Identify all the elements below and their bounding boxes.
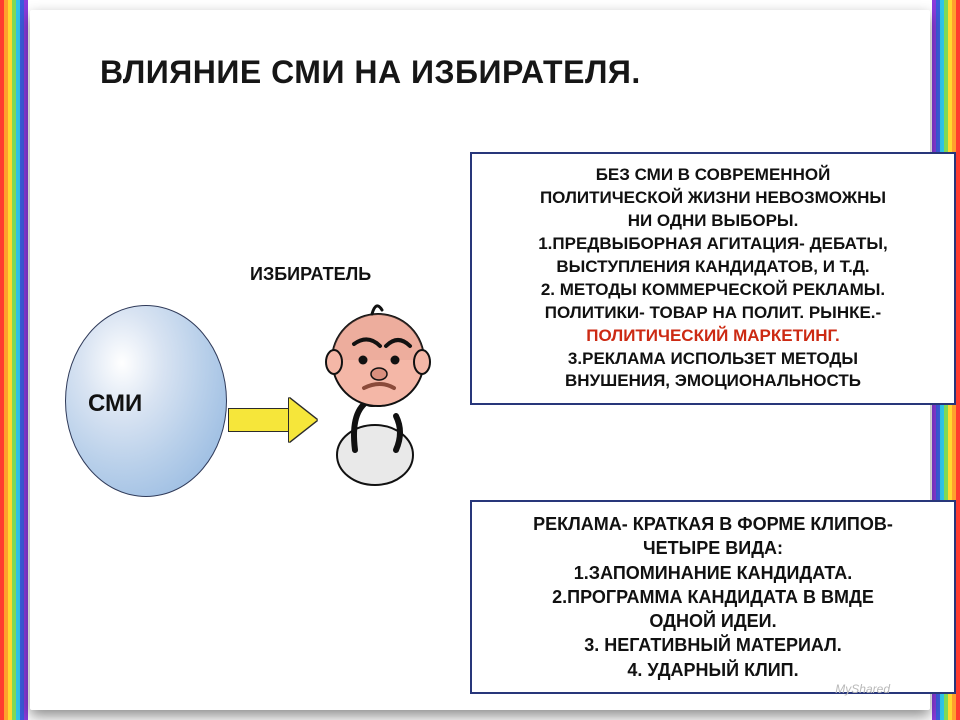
box2-line: 4. УДАРНЫЙ КЛИП. <box>488 658 938 682</box>
box1-line: ПОЛИТИЧЕСКОЙ ЖИЗНИ НЕВОЗМОЖНЫ <box>488 187 938 210</box>
box1-emphasis: ПОЛИТИЧЕСКИЙ МАРКЕТИНГ. <box>488 325 938 348</box>
info-box-bottom: РЕКЛАМА- КРАТКАЯ В ФОРМЕ КЛИПОВ- ЧЕТЫРЕ … <box>470 500 956 694</box>
box2-line: 2.ПРОГРАММА КАНДИДАТА В ВМДЕ <box>488 585 938 609</box>
box1-line: ВЫСТУПЛЕНИЯ КАНДИДАТОВ, И Т.Д. <box>488 256 938 279</box>
smi-label: СМИ <box>88 390 142 418</box>
box2-line: ЧЕТЫРЕ ВИДА: <box>488 536 938 560</box>
watermark: MyShared <box>835 682 890 696</box>
box1-line: БЕЗ СМИ В СОВРЕМЕННОЙ <box>488 164 938 187</box>
page-title: ВЛИЯНИЕ СМИ НА ИЗБИРАТЕЛЯ. <box>100 54 641 91</box>
box1-line: 1.ПРЕДВЫБОРНАЯ АГИТАЦИЯ- ДЕБАТЫ, <box>488 233 938 256</box>
box1-line: ПОЛИТИКИ- ТОВАР НА ПОЛИТ. РЫНКЕ.- <box>488 302 938 325</box>
info-box-top: БЕЗ СМИ В СОВРЕМЕННОЙ ПОЛИТИЧЕСКОЙ ЖИЗНИ… <box>470 152 956 405</box>
voter-cartoon <box>300 290 450 490</box>
box1-line: 3.РЕКЛАМА ИСПОЛЬЗЕТ МЕТОДЫ <box>488 348 938 371</box>
box2-line: 3. НЕГАТИВНЫЙ МАТЕРИАЛ. <box>488 633 938 657</box>
slide-frame: ВЛИЯНИЕ СМИ НА ИЗБИРАТЕЛЯ. СМИ ИЗБИРАТЕЛ… <box>0 0 960 720</box>
slide-card: ВЛИЯНИЕ СМИ НА ИЗБИРАТЕЛЯ. СМИ ИЗБИРАТЕЛ… <box>30 10 930 710</box>
box1-line: 2. МЕТОДЫ КОММЕРЧЕСКОЙ РЕКЛАМЫ. <box>488 279 938 302</box>
box2-line: 1.ЗАПОМИНАНИЕ КАНДИДАТА. <box>488 561 938 585</box>
box1-line: НИ ОДНИ ВЫБОРЫ. <box>488 210 938 233</box>
box2-line: РЕКЛАМА- КРАТКАЯ В ФОРМЕ КЛИПОВ- <box>488 512 938 536</box>
box2-line: ОДНОЙ ИДЕИ. <box>488 609 938 633</box>
box1-line: ВНУШЕНИЯ, ЭМОЦИОНАЛЬНОСТЬ <box>488 370 938 393</box>
voter-label: ИЗБИРАТЕЛЬ <box>250 264 371 285</box>
